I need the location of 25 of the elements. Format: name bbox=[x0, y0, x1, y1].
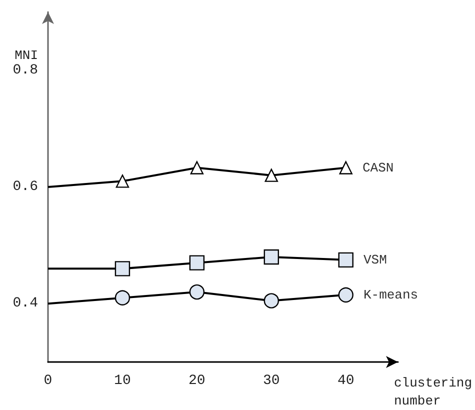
y-tick-label: 0.8 bbox=[12, 62, 38, 78]
y-tick-label: 0.4 bbox=[12, 296, 38, 312]
y-axis-title: MNI bbox=[14, 48, 38, 63]
point bbox=[264, 293, 279, 308]
point bbox=[264, 249, 279, 265]
x-tick-label: 20 bbox=[188, 373, 206, 389]
point bbox=[114, 290, 130, 306]
series-label: VSM bbox=[363, 252, 387, 268]
series-label: K-means bbox=[363, 287, 418, 302]
x-axis-title: clustering number bbox=[394, 376, 472, 408]
point bbox=[264, 168, 278, 182]
x-tick-label: 0 bbox=[44, 373, 52, 389]
point bbox=[116, 174, 130, 188]
point bbox=[338, 252, 354, 268]
x-tick-label: 10 bbox=[114, 373, 131, 389]
y-tick-label: 0.6 bbox=[12, 179, 38, 195]
point bbox=[189, 255, 205, 270]
series-label: CASN bbox=[362, 160, 394, 176]
point bbox=[189, 284, 205, 300]
point bbox=[114, 261, 130, 276]
point bbox=[338, 287, 354, 303]
x-tick-label: 30 bbox=[262, 373, 280, 389]
x-tick-label: 40 bbox=[337, 373, 354, 389]
point bbox=[339, 161, 352, 174]
point bbox=[190, 161, 204, 174]
